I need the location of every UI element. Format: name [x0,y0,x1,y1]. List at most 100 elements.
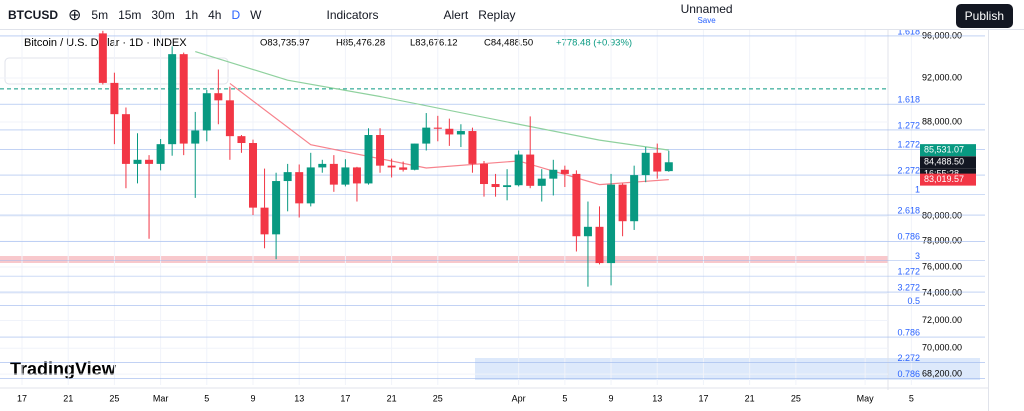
fib-label: 3 [915,251,920,261]
candle-body [456,131,465,135]
x-tick-label: 9 [250,393,255,403]
fib-label: 1.618 [897,30,920,36]
add-symbol[interactable]: ⊕ [68,6,82,24]
indicators[interactable]: Indicators [326,7,379,22]
candle-body [653,152,662,172]
candle-body [387,165,396,168]
legend-open: O83,735.97 [260,38,310,49]
candle-body [491,184,500,188]
x-tick-label: 17 [340,393,350,403]
candle-body [445,128,454,135]
interval[interactable]: 1h [184,7,199,22]
price-tag-label: 85,531.07 [924,145,964,155]
interval[interactable]: 5m [91,7,109,22]
candle-body [237,136,246,144]
candle-body [110,82,119,115]
candle-body [98,33,107,83]
candle-body [318,163,327,168]
y-tick-label: 74,000.00 [922,288,962,298]
y-tick-label: 70,000.00 [922,343,962,353]
y-tick-label: 72,000.00 [922,315,962,325]
candle-body [514,154,523,186]
layout-name[interactable]: Unnamed Save [681,3,733,26]
y-tick-label: 88,000.00 [922,116,962,126]
candle-body [526,154,535,186]
legend-low: L83,676.12 [410,38,458,49]
candle-body [352,167,361,184]
y-tick-label: 92,000.00 [922,72,962,82]
x-tick-label: 13 [294,393,304,403]
x-tick-label: 5 [204,393,209,403]
candle-body [641,152,650,176]
candle-body [410,143,419,170]
candle-body [341,167,350,185]
candle-body [560,169,569,174]
symbol[interactable]: BTCUSD [8,7,58,22]
fib-label: 1.272 [897,267,920,277]
candle-body [595,226,604,264]
x-tick-label: 21 [63,393,73,403]
fib-label: 2.272 [897,165,920,175]
y-tick-label: 68,200.00 [922,368,962,378]
x-tick-label: 17 [17,393,27,403]
candle-body [306,167,315,204]
y-tick-label: 96,000.00 [922,30,962,40]
fib-label: 2.272 [897,353,920,363]
x-tick-label: 21 [387,393,397,403]
x-tick-label: 21 [745,393,755,403]
x-tick-label: 5 [562,393,567,403]
candle-body [121,114,130,164]
candle-body [583,226,592,237]
chart: Bitcoin / U.S. Dollar · 1D · INDEX O83,7… [0,30,988,403]
interval[interactable]: 15m [118,7,142,22]
x-tick-label: 9 [609,393,614,403]
fib-label: 3.272 [897,282,920,292]
x-tick-label: Mar [153,393,169,403]
x-tick-label: Apr [512,393,526,403]
fib-label: 0.786 [897,327,920,337]
publish[interactable]: Publish [955,4,1013,28]
fib-label: 2.618 [897,205,920,215]
interval[interactable]: D [231,7,241,22]
candle-body [283,172,292,182]
candle-body [133,159,142,164]
interval[interactable]: W [250,7,262,22]
right-sidebar [988,30,1024,411]
x-tick-label: 25 [791,393,801,403]
fib-label: 1 [915,185,920,195]
price-tag [920,144,976,157]
candle-body [179,54,188,144]
legend-high: H85,476.28 [336,38,385,49]
y-tick-label: 78,000.00 [922,236,962,246]
candle-body [664,162,673,172]
x-tick-label: 17 [698,393,708,403]
save[interactable]: Save [697,15,716,25]
drawing-toolbar [4,57,229,85]
interval[interactable]: 30m [151,7,175,22]
candle-body [168,54,177,145]
candle-body [468,131,477,164]
candle-body [225,100,234,137]
x-tick-label: 25 [109,393,119,403]
replay[interactable]: Replay [478,7,516,22]
fib-label: 1.618 [897,95,920,105]
legend-change: +778.48 (+0.93%) [556,38,632,49]
watermark: TradingView [10,359,117,379]
interval[interactable]: 4h [208,7,222,22]
candle-body [156,144,165,164]
fib-label: 0.786 [897,369,920,379]
moving-average [195,50,669,151]
y-tick-label: 76,000.00 [922,261,962,271]
candle-body [433,127,442,129]
candle-body [630,175,639,222]
candle-body [572,173,581,237]
candle-body [607,184,616,264]
candle-body [260,207,269,235]
x-tick-label: May [857,393,875,403]
candle-body [329,163,338,185]
candle-body [249,143,257,208]
candle-body [618,184,627,222]
alert[interactable]: Alert [443,7,469,22]
x-tick-label: 5 [909,393,914,403]
